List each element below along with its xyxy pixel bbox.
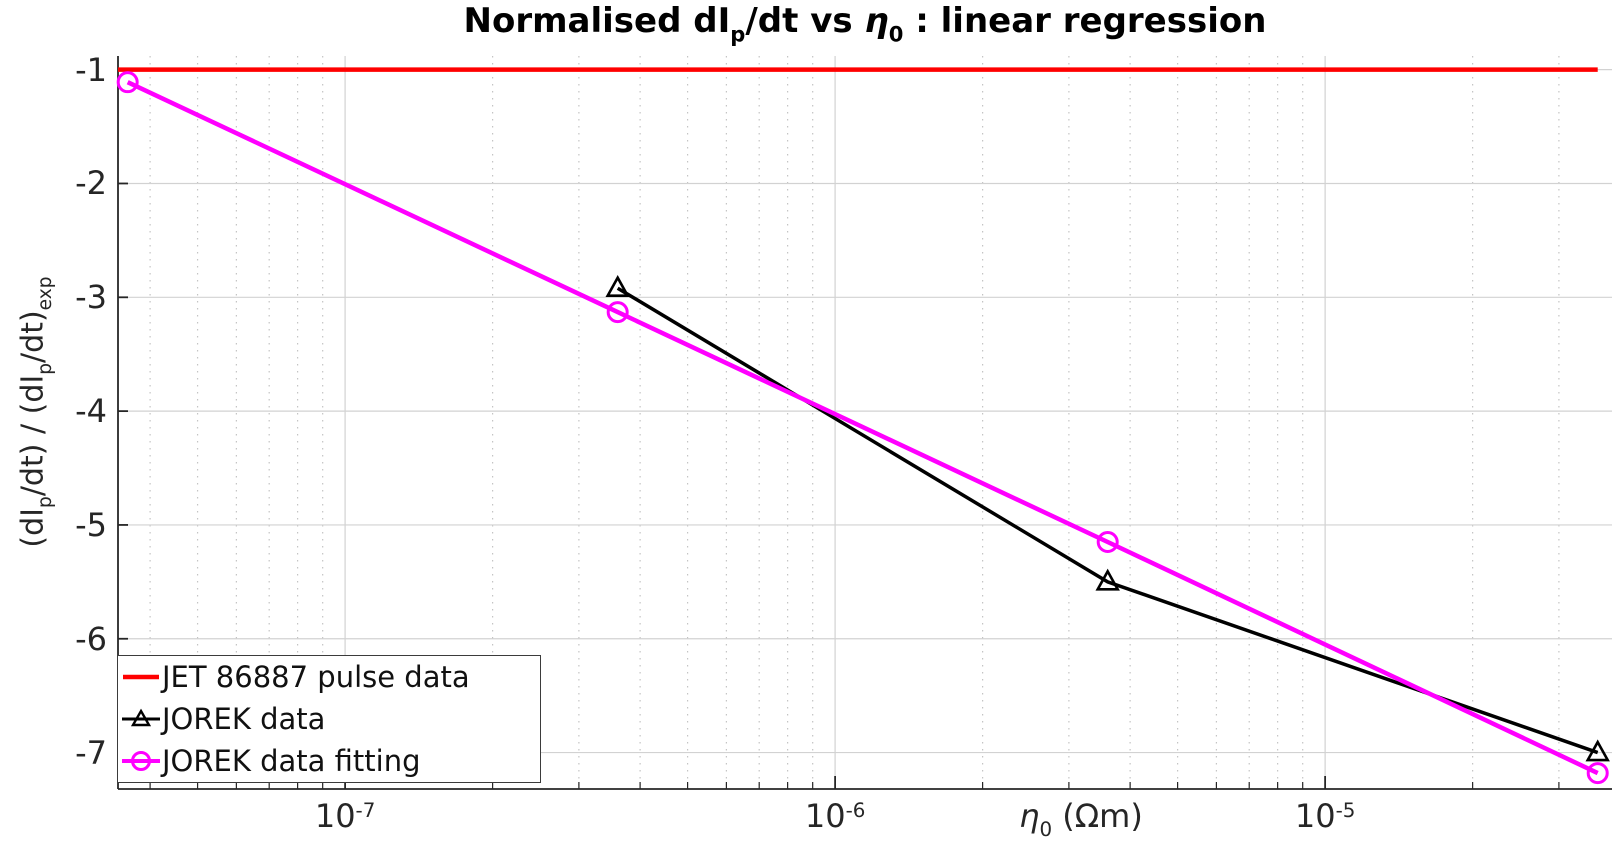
x-tick-label: 10-6 [804,797,866,835]
y-axis-label: (dIp/dt) / (dIp/dt)exp [15,276,56,548]
legend: JET 86887 pulse data JOREK data JOREK data… [117,655,541,783]
legend-entry: JET 86887 pulse data [118,657,540,697]
x-tick-label: 10-7 [314,797,376,835]
triangle-marker [1095,568,1120,591]
y-tick-label: -4 [75,392,107,431]
legend-entry: JOREK data [118,699,540,739]
y-tick-label: -5 [75,505,107,544]
y-tick-label: -1 [75,50,107,89]
circle-marker [1096,531,1119,554]
chart-title: Normalised dIp/dt vs η0 : linear regress… [463,1,1267,47]
legend-triangle-marker-icon [122,708,160,727]
triangle-marker [1585,739,1610,762]
circle-marker [606,301,629,324]
legend-label: JOREK data fitting [162,743,421,778]
series-line [616,286,1599,755]
x-tick-label: 10-5 [1294,797,1356,835]
legend-label: JOREK data [162,701,326,736]
y-tick-label: -3 [75,278,107,317]
circle-marker [116,71,139,94]
series-line [126,80,1599,776]
triangle-marker [605,275,630,297]
circle-marker [1586,762,1609,785]
legend-circle-marker-icon [122,751,160,771]
x-axis-label: η0 (Ωm) [1019,797,1143,841]
y-tick-label: -6 [75,619,107,658]
legend-line-marker-icon [123,674,159,680]
legend-label: JET 86887 pulse data [162,659,470,694]
legend-entry: JOREK data fitting [118,741,540,781]
y-tick-label: -7 [75,733,107,772]
y-tick-label: -2 [75,164,107,203]
